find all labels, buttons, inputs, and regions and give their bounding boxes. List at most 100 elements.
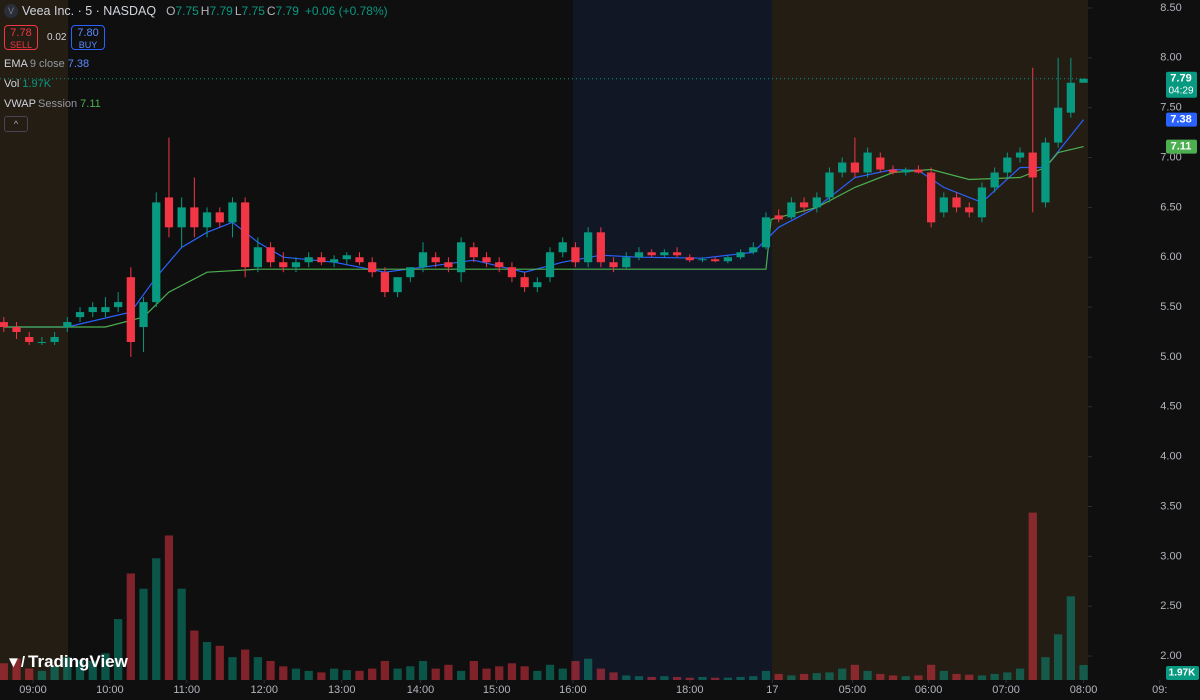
volume-bar: [329, 668, 339, 680]
candle-body: [215, 212, 224, 223]
volume-bar: [990, 673, 999, 680]
candle-body: [495, 262, 504, 268]
volume-bar: [495, 666, 504, 680]
symbol-row: V Veea Inc. · 5 · NASDAQ O7.75 H7.79 L7.75…: [4, 4, 390, 18]
buy-button[interactable]: 7.80 BUY: [71, 25, 105, 50]
collapse-button[interactable]: ^: [4, 116, 28, 132]
last-price-tag: [1166, 71, 1197, 98]
y-tick-label: 8.00: [1160, 52, 1181, 64]
candle-body: [596, 232, 605, 263]
candle-body: [926, 172, 936, 223]
volume-bar: [456, 670, 466, 680]
vwap-tag: [1166, 139, 1197, 154]
sell-price: 7.78: [10, 27, 32, 39]
x-tick-label: 11:00: [173, 684, 200, 696]
ohlc-value: 7.75: [175, 4, 199, 18]
volume-bar: [469, 660, 478, 680]
indicator-name: VWAP: [4, 98, 36, 110]
sell-button[interactable]: 7.78 SELL: [4, 25, 38, 50]
candle-body: [164, 197, 174, 228]
ema-tag: [1166, 112, 1197, 127]
candle-body: [1054, 107, 1063, 143]
volume-bar: [114, 619, 123, 680]
candle-body: [304, 257, 313, 263]
candle-body: [114, 302, 123, 308]
volume-bar: [876, 673, 885, 680]
y-tick-label: 3.00: [1160, 550, 1181, 562]
candle-body: [672, 252, 682, 256]
volume-bar: [545, 664, 555, 680]
volume-bar: [25, 668, 34, 680]
price-axis: [1088, 0, 1200, 700]
volume-bar: [317, 672, 326, 680]
volume-bar: [571, 660, 580, 680]
candle-body: [812, 197, 821, 208]
volume-bar: [685, 677, 694, 680]
volume-bar: [202, 641, 212, 680]
candle-body: [202, 212, 212, 228]
volume-bar: [749, 676, 758, 680]
candle-body: [914, 169, 923, 173]
volume-bar: [812, 673, 821, 680]
candle-body: [685, 257, 694, 261]
volume-bar: [164, 535, 174, 680]
y-tick-label: 6.50: [1160, 201, 1181, 213]
ohlc-label: L: [234, 4, 242, 18]
candle-body: [12, 327, 21, 333]
candle-body: [571, 247, 580, 263]
indicator-vol[interactable]: Vol 1.97K: [4, 78, 51, 90]
volume-bar: [50, 666, 59, 680]
candle-body: [152, 202, 161, 303]
candle-body: [241, 202, 250, 268]
volume-bar: [190, 630, 199, 680]
volume-bar: [787, 675, 796, 680]
candle-body: [622, 257, 631, 268]
y-tick-label: 8.50: [1160, 2, 1181, 14]
candle-body: [888, 169, 898, 173]
candle-body: [799, 202, 809, 208]
volume-bar: [698, 676, 707, 680]
sell-label: SELL: [9, 40, 33, 50]
volume-bar: [393, 668, 402, 680]
candle-body: [749, 247, 758, 253]
buy-price: 7.80: [77, 27, 99, 39]
time-axis: [0, 680, 1200, 700]
symbol[interactable]: Veea Inc. · 5 · NASDAQ: [22, 4, 157, 18]
volume-bar: [1003, 672, 1012, 680]
candle-body: [25, 337, 34, 342]
volume-bar: [1028, 512, 1037, 680]
candle-body: [329, 259, 339, 263]
candle-body: [1079, 78, 1088, 83]
candle-body: [736, 252, 745, 258]
candle-body: [279, 262, 288, 268]
candle-body: [901, 169, 910, 173]
volume-bar: [0, 663, 8, 680]
volume-bar: [139, 588, 148, 680]
symbol-logo: V: [4, 4, 18, 18]
candle-body: [50, 337, 59, 342]
volume-bar: [215, 645, 224, 680]
candle-body: [634, 252, 644, 258]
candle-body: [660, 252, 669, 256]
volume-bar: [558, 668, 567, 680]
candle-body: [228, 202, 237, 223]
candle-body: [520, 277, 529, 288]
volume-bar: [279, 666, 288, 680]
candle-body: [75, 312, 85, 318]
candle-body: [863, 152, 872, 173]
volume-bar: [863, 670, 872, 680]
volume-bar: [774, 673, 783, 680]
volume-bar: [888, 675, 898, 680]
candle-body: [126, 277, 135, 342]
change: +0.06 (+0.78%): [304, 4, 388, 18]
indicator-vwap[interactable]: VWAP Session 7.11: [4, 98, 101, 110]
candle-body: [838, 162, 847, 173]
indicator-value: 7.38: [67, 58, 90, 70]
x-tick-label: 18:00: [676, 684, 704, 696]
candle-body: [723, 257, 733, 262]
indicator-ema[interactable]: EMA 9 close 7.38: [4, 58, 89, 70]
volume-bar: [418, 660, 428, 680]
candle-body: [507, 267, 517, 278]
countdown: 04:29: [1168, 85, 1193, 96]
